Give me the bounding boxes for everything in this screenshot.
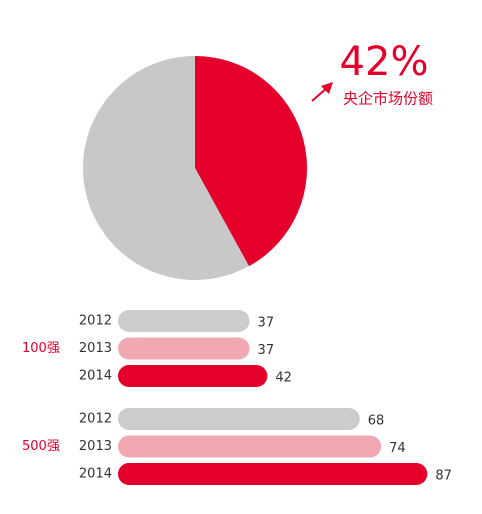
value-label: 37: [258, 343, 275, 358]
pie-slice: [195, 56, 308, 267]
value-label: 37: [258, 316, 275, 331]
pie-slice: [83, 56, 249, 280]
bar: [118, 463, 428, 485]
value-label: 74: [389, 441, 406, 456]
bar: [118, 365, 268, 387]
year-label: 2013: [79, 439, 112, 454]
year-label: 2014: [79, 467, 112, 482]
year-label: 2012: [79, 314, 112, 329]
group-label: 100强: [22, 341, 60, 356]
year-label: 2014: [79, 369, 112, 384]
bar: [118, 408, 360, 430]
value-label: 68: [368, 414, 385, 429]
bar: [118, 337, 250, 360]
value-label: 42%: [340, 39, 429, 85]
value-label: 87: [435, 469, 452, 484]
year-label: 2012: [79, 412, 112, 427]
year-label: 2013: [79, 341, 112, 356]
bar: [118, 435, 382, 458]
category-label: 央企市场份额: [343, 90, 433, 108]
group-label: 500强: [22, 439, 60, 454]
value-label: 42: [275, 371, 292, 386]
arrow-head: [321, 82, 333, 94]
bar: [118, 310, 250, 332]
